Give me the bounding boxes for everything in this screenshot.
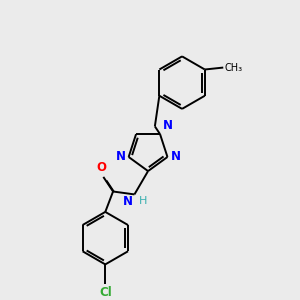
Text: N: N: [163, 119, 173, 132]
Text: H: H: [139, 196, 148, 206]
Text: O: O: [96, 161, 106, 174]
Text: CH₃: CH₃: [224, 63, 242, 73]
Text: N: N: [170, 151, 180, 164]
Text: Cl: Cl: [99, 286, 112, 299]
Text: N: N: [122, 195, 133, 208]
Text: N: N: [116, 151, 126, 164]
